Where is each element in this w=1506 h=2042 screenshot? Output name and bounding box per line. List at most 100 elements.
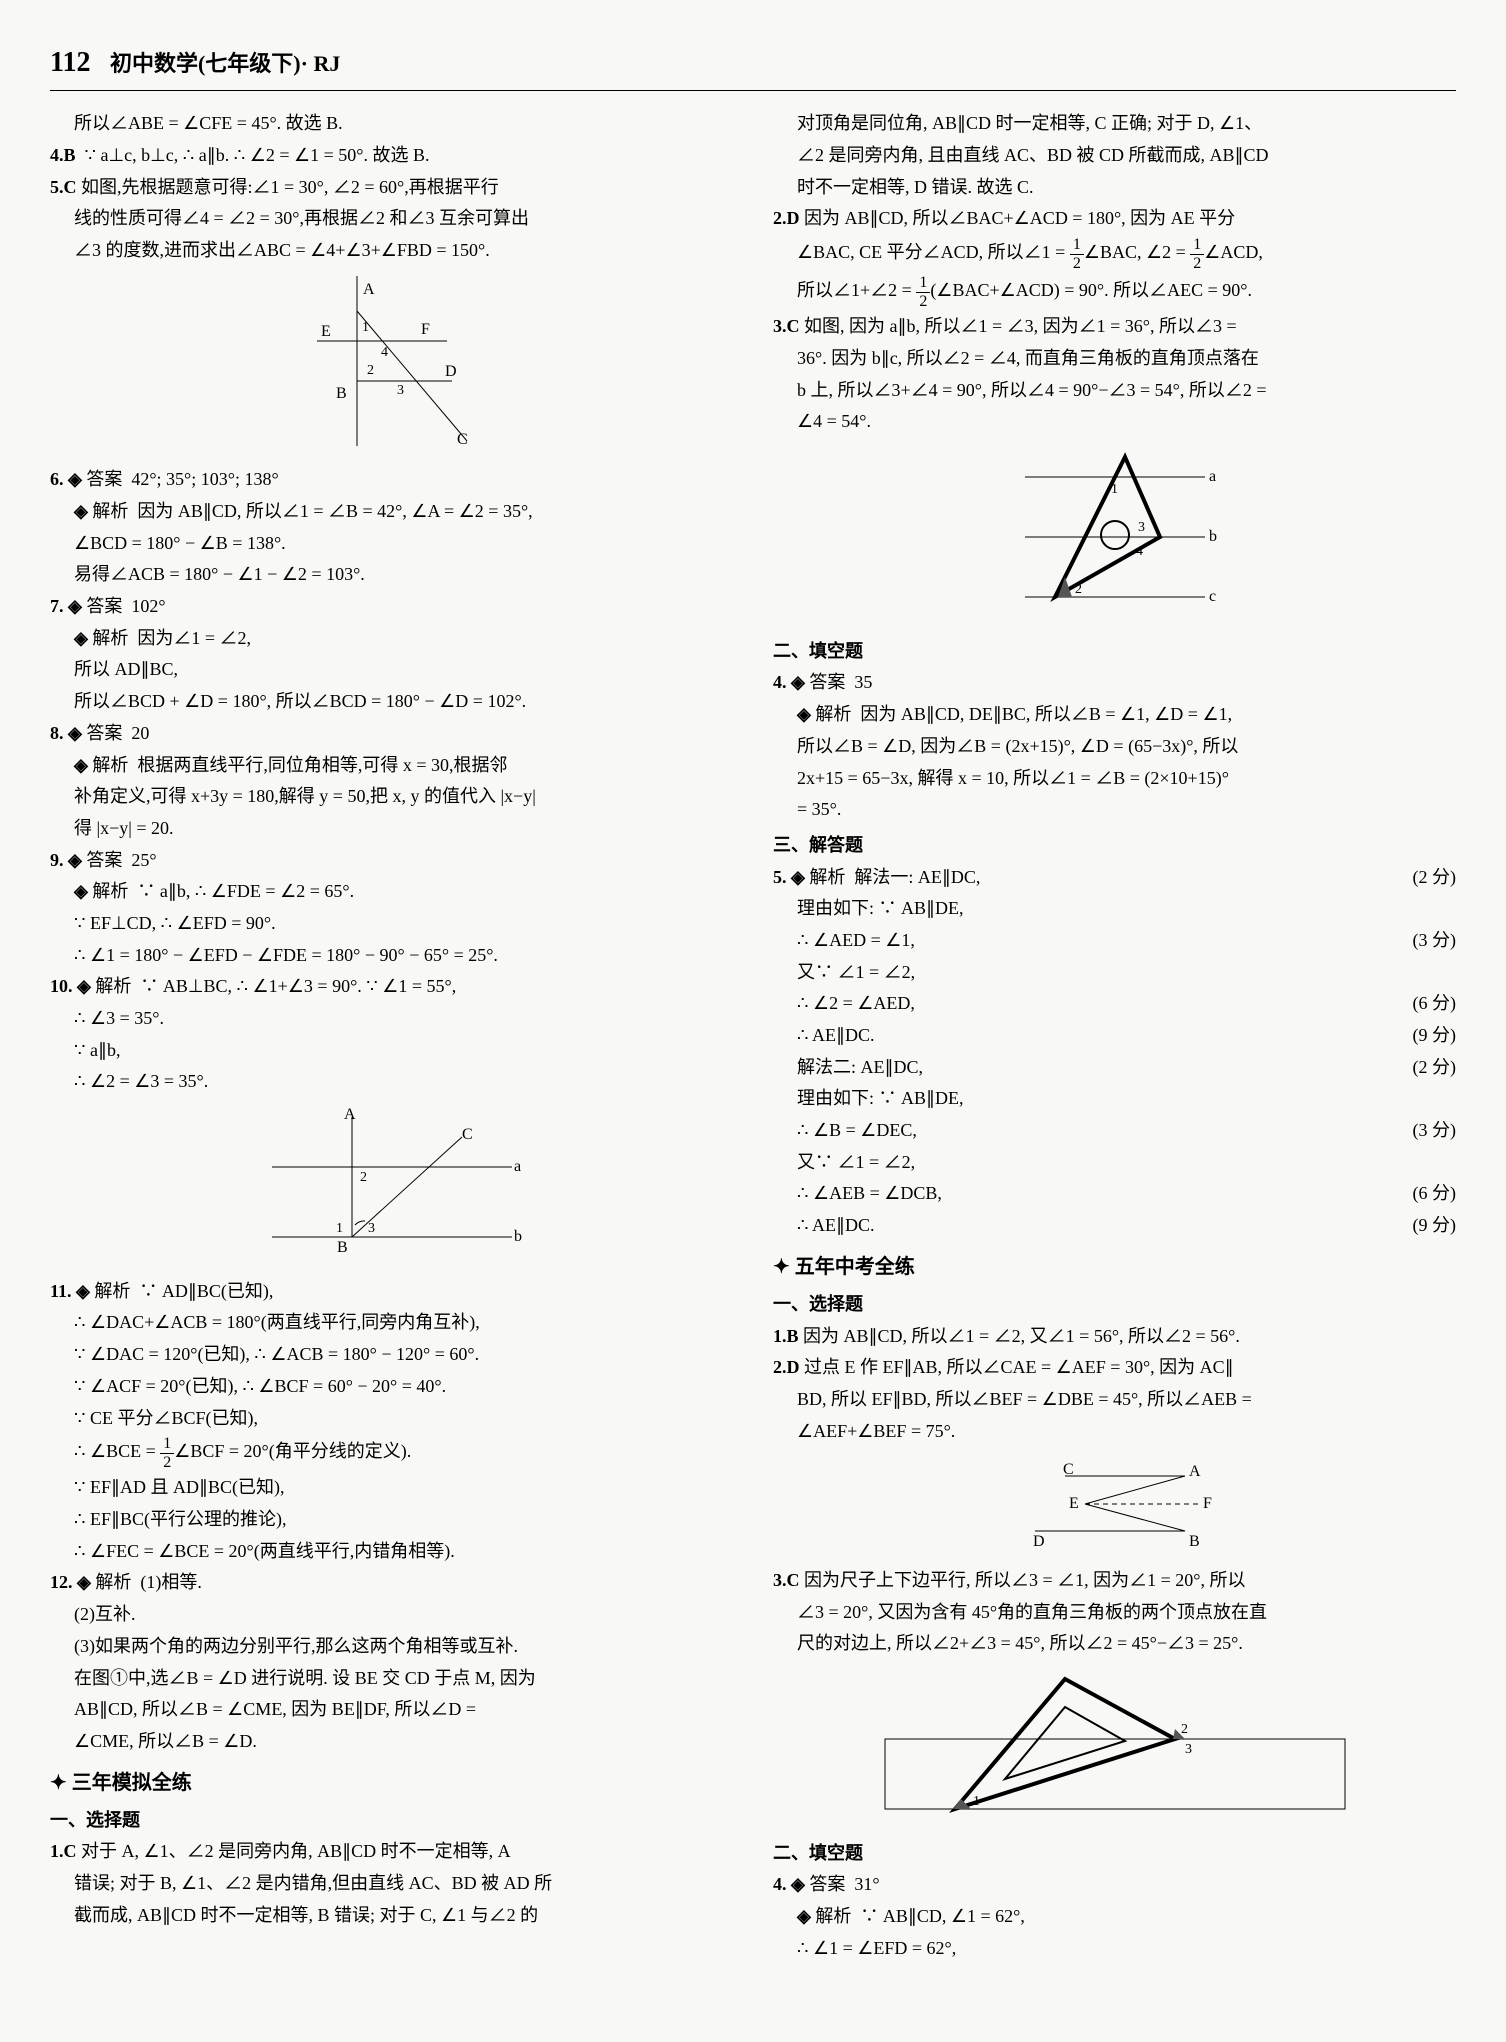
svg-text:E: E — [321, 323, 331, 340]
angle-diagram-icon: A E F 1 4 2 3 B D C — [297, 276, 487, 446]
text: ∵ AB∥CD, ∠1 = 62°, — [860, 1906, 1025, 1926]
q-num: 11. — [50, 1281, 72, 1301]
ans: 42°; 35°; 103°; 138° — [131, 469, 278, 489]
svg-text:3: 3 — [1185, 1742, 1192, 1757]
svg-text:2: 2 — [1181, 1722, 1188, 1737]
right-column: 对顶角是同位角, AB∥CD 时一定相等, C 正确; 对于 D, ∠1、 ∠2… — [773, 107, 1456, 1965]
page-header: 112 初中数学(七年级下)· RJ — [50, 40, 1456, 91]
text: (∠BAC+∠ACD) = 90°. 所以∠AEC = 90°. — [930, 280, 1252, 300]
text: ∠CME, 所以∠B = ∠D. — [50, 1727, 733, 1757]
q10: 10. 解析 ∵ AB⊥BC, ∴ ∠1+∠3 = 90°. ∵ ∠1 = 55… — [50, 972, 733, 1097]
exp-label: 解析 — [74, 501, 128, 521]
text: 因为 AB∥CD, DE∥BC, 所以∠B = ∠1, ∠D = ∠1, — [860, 704, 1232, 724]
left-column: 所以∠ABE = ∠CFE = 45°. 故选 B. 4.B ∵ a⊥c, b⊥… — [50, 107, 733, 1965]
figure-3c: a b c 1 3 4 2 — [773, 447, 1456, 627]
text: 因为尺子上下边平行, 所以∠3 = ∠1, 因为∠1 = 20°, 所以 — [804, 1570, 1246, 1590]
text: ∵ EF⊥CD, ∴ ∠EFD = 90°. — [50, 909, 733, 939]
q-num: 8. — [50, 723, 64, 743]
exp-label: 解析 — [74, 755, 128, 775]
figure-5c: A E F 1 4 2 3 B D C — [50, 276, 733, 456]
ruler-triangle-diagram-icon: 2 3 1 — [875, 1669, 1355, 1819]
svg-text:a: a — [514, 1158, 521, 1175]
q11: 11. 解析 ∵ AD∥BC(已知), ∴ ∠DAC+∠ACB = 180°(两… — [50, 1277, 733, 1567]
text: 根据两直线平行,同位角相等,可得 x = 30,根据邻 — [137, 755, 507, 775]
q9: 9. 答案 25° 解析 ∵ a∥b, ∴ ∠FDE = ∠2 = 65°. ∵… — [50, 846, 733, 971]
text: 如图, 因为 a∥b, 所以∠1 = ∠3, 因为∠1 = 36°, 所以∠3 … — [804, 316, 1237, 336]
q-num: 1.B — [773, 1326, 799, 1346]
svg-text:D: D — [1033, 1533, 1045, 1546]
q4: 4.B ∵ a⊥c, b⊥c, ∴ a∥b. ∴ ∠2 = ∠1 = 50°. … — [50, 141, 733, 171]
text: 对于 A, ∠1、∠2 是同旁内角, AB∥CD 时不一定相等, A — [81, 1841, 511, 1861]
text: 尺的对边上, 所以∠2+∠3 = 45°, 所以∠2 = 45°−∠3 = 25… — [773, 1629, 1456, 1659]
ans: 102° — [131, 596, 165, 616]
text: ∠3 的度数,进而求出∠ABC = ∠4+∠3+∠FBD = 150°. — [50, 236, 733, 266]
svg-text:b: b — [514, 1228, 522, 1245]
q-num: 7. — [50, 596, 64, 616]
text: ∴ ∠DAC+∠ACB = 180°(两直线平行,同旁内角互补), — [50, 1308, 733, 1338]
ans: 25° — [131, 850, 156, 870]
text: ∵ a∥b, — [50, 1036, 733, 1066]
text: 所以∠1+∠2 = — [797, 280, 916, 300]
text: ∴ ∠AEB = ∠DCB, — [797, 1179, 942, 1209]
text: ∵ EF∥AD 且 AD∥BC(已知), — [50, 1473, 733, 1503]
book-title: 初中数学(七年级下)· RJ — [110, 51, 340, 76]
text: ∴ ∠2 = ∠AED, — [797, 989, 915, 1019]
text: 2x+15 = 65−3x, 解得 x = 10, 所以∠1 = ∠B = (2… — [773, 764, 1456, 794]
svg-text:4: 4 — [1136, 544, 1143, 559]
text: ∴ ∠B = ∠DEC, — [797, 1116, 917, 1146]
ans: 35 — [854, 672, 872, 692]
svg-text:F: F — [421, 321, 430, 338]
parallel-lines-diagram-icon: A C a b B 1 3 2 — [252, 1107, 532, 1257]
text: ∵ AB⊥BC, ∴ ∠1+∠3 = 90°. ∵ ∠1 = 55°, — [140, 976, 456, 996]
score: (6 分) — [1413, 1179, 1457, 1209]
text: ∵ a∥b, ∴ ∠FDE = ∠2 = 65°. — [137, 881, 354, 901]
text: ∴ ∠FEC = ∠BCE = 20°(两直线平行,内错角相等). — [50, 1537, 733, 1567]
text: ∵ AD∥BC(已知), — [139, 1281, 273, 1301]
text: ∴ ∠AED = ∠1, — [797, 926, 915, 956]
svg-text:C: C — [462, 1126, 473, 1143]
score: (9 分) — [1413, 1021, 1457, 1051]
q-num: 9. — [50, 850, 64, 870]
score: (6 分) — [1413, 989, 1457, 1019]
text: 错误; 对于 B, ∠1、∠2 是内错角,但由直线 AC、BD 被 AD 所 — [50, 1869, 733, 1899]
score: (3 分) — [1413, 1116, 1457, 1146]
svg-text:2: 2 — [360, 1170, 367, 1185]
svg-text:3: 3 — [1138, 520, 1145, 535]
q-num: 5.C — [50, 177, 77, 197]
q-num: 5. — [773, 867, 787, 887]
text: ∠BAC, ∠2 = — [1084, 242, 1190, 262]
text: ∴ AE∥DC. — [797, 1211, 874, 1241]
text: 因为 AB∥CD, 所以∠BAC+∠ACD = 180°, 因为 AE 平分 — [804, 208, 1235, 228]
text: (3)如果两个角的两边分别平行,那么这两个角相等或互补. — [50, 1632, 733, 1662]
text: (2)互补. — [50, 1600, 733, 1630]
text: 因为 AB∥CD, 所以∠1 = ∠2, 又∠1 = 56°, 所以∠2 = 5… — [803, 1326, 1240, 1346]
q-num: 10. — [50, 976, 73, 996]
text: 所以 AD∥BC, — [50, 655, 733, 685]
text: 在图①中,选∠B = ∠D 进行说明. 设 BE 交 CD 于点 M, 因为 — [50, 1664, 733, 1694]
svg-text:1: 1 — [1111, 482, 1118, 497]
svg-text:2: 2 — [367, 363, 374, 378]
svg-text:c: c — [1209, 588, 1216, 605]
q-num: 4. — [773, 1874, 787, 1894]
score: (3 分) — [1413, 926, 1457, 956]
svg-text:C: C — [457, 431, 468, 446]
svg-text:b: b — [1209, 528, 1217, 545]
text: 36°. 因为 b∥c, 所以∠2 = ∠4, 而直角三角板的直角顶点落在 — [773, 344, 1456, 374]
svg-text:A: A — [344, 1107, 356, 1123]
svg-text:D: D — [445, 363, 457, 380]
exp-label: 解析 — [74, 628, 128, 648]
svg-text:a: a — [1209, 468, 1216, 485]
s3q5: 5. 解析 解法一: AE∥DC,(2 分) 理由如下: ∵ AB∥DE, ∴ … — [773, 863, 1456, 1241]
text: ∴ ∠1 = 180° − ∠EFD − ∠FDE = 180° − 90° −… — [50, 941, 733, 971]
ans-label: 答案 — [68, 723, 122, 743]
zigzag-diagram-icon: C A E F D B — [1005, 1456, 1225, 1546]
exp-label: 解析 — [791, 867, 845, 887]
svg-text:A: A — [1189, 1463, 1201, 1480]
text: 理由如下: ∵ AB∥DE, — [773, 894, 1456, 924]
sub-heading: 三、解答题 — [773, 831, 1456, 861]
ans-label: 答案 — [68, 850, 122, 870]
sub-heading: 二、填空题 — [773, 1839, 1456, 1869]
ans-label: 答案 — [68, 596, 122, 616]
exp-label: 解析 — [797, 704, 851, 724]
svg-text:A: A — [363, 281, 375, 298]
